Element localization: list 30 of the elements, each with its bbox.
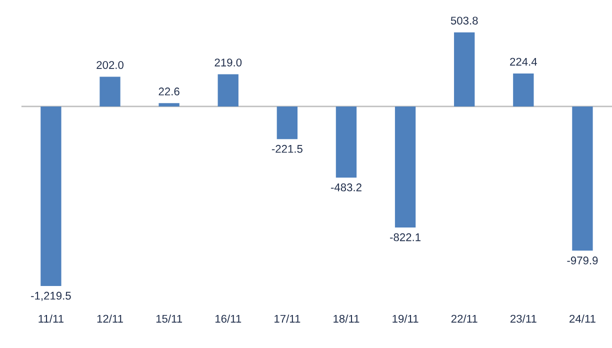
bar — [158, 103, 180, 106]
x-tick-label: 18/11 — [334, 314, 360, 323]
x-tick-label: 16/11 — [215, 314, 242, 323]
bar — [394, 106, 416, 228]
data-label: 219.0 — [214, 58, 242, 66]
x-tick-label: 22/11 — [451, 314, 478, 323]
data-label: -1,219.5 — [31, 292, 71, 301]
x-tick-label: 15/11 — [156, 314, 182, 323]
data-label: -483.2 — [330, 183, 362, 192]
x-tick-label: 12/11 — [97, 314, 123, 323]
data-label: 224.4 — [510, 58, 537, 66]
bar — [276, 106, 298, 140]
x-tick-label: 19/11 — [392, 314, 418, 323]
x-tick-label: 17/11 — [274, 314, 300, 323]
bar — [40, 106, 62, 286]
data-label: 22.6 — [158, 88, 180, 96]
data-label: 202.0 — [96, 61, 124, 69]
data-label: -221.5 — [272, 144, 302, 153]
bar — [100, 76, 120, 106]
bar — [513, 73, 534, 106]
bar — [572, 106, 593, 251]
bar — [336, 106, 357, 178]
x-tick-label: 24/11 — [570, 314, 596, 323]
data-label: -979.9 — [567, 256, 598, 264]
x-tick-label: 11/11 — [38, 314, 64, 323]
data-label: -822.1 — [390, 233, 421, 242]
bar — [454, 32, 475, 106]
data-label: 503.8 — [450, 16, 478, 25]
bar — [218, 74, 238, 106]
x-tick-label: 23/11 — [510, 314, 536, 323]
